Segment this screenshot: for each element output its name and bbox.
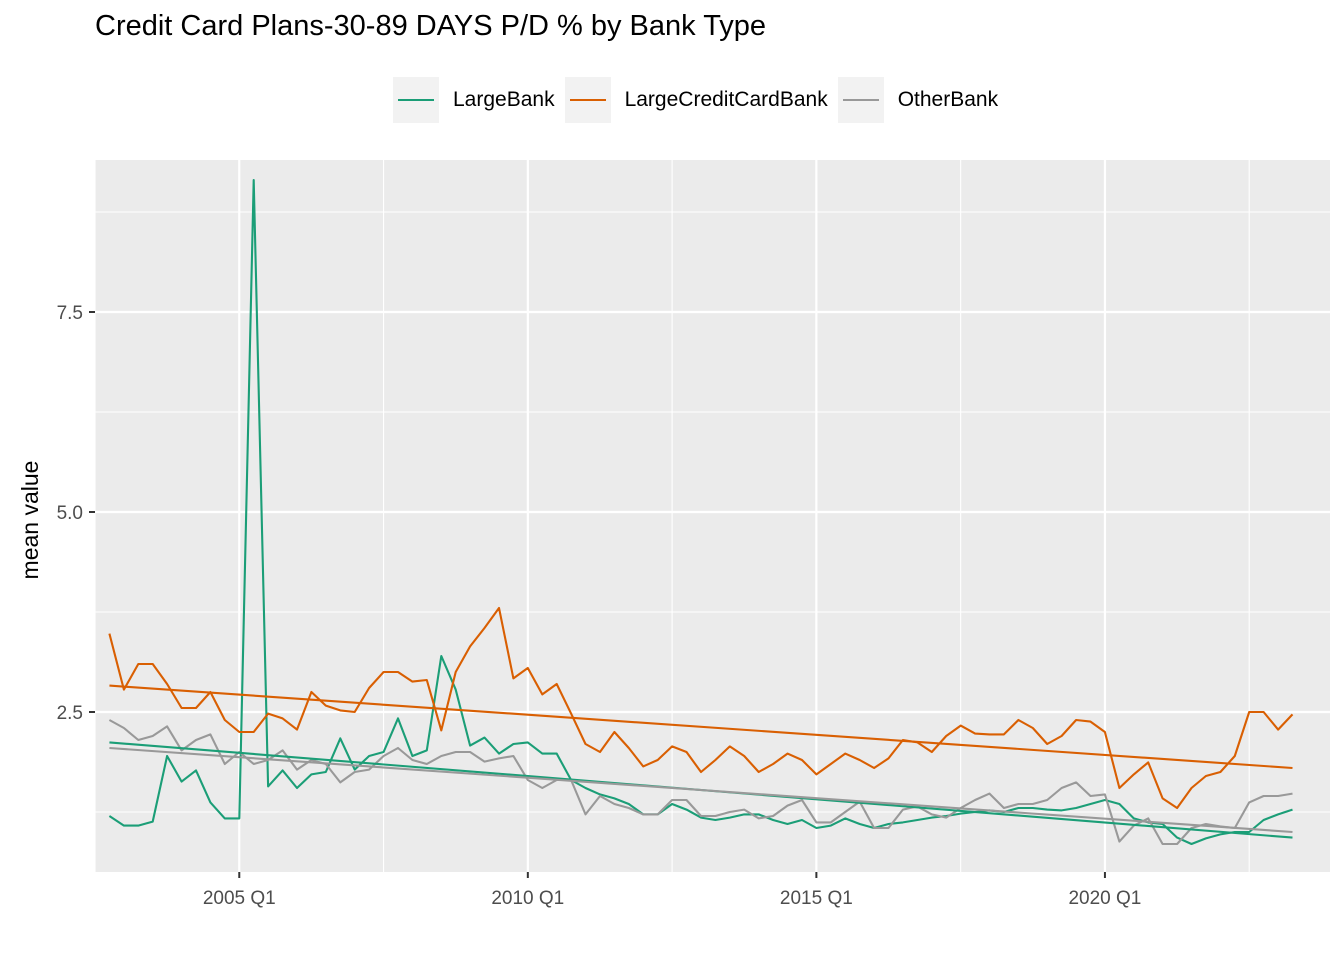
legend-label-largebank: LargeBank — [453, 88, 555, 111]
legend-key-largebank — [393, 77, 439, 123]
legend-label-largecreditcardbank: LargeCreditCardBank — [624, 88, 828, 111]
chart-title: Credit Card Plans-30-89 DAYS P/D % by Ba… — [95, 10, 767, 42]
x-tick-label: 2010 Q1 — [491, 888, 564, 909]
y-tick-label: 5.0 — [57, 503, 83, 524]
series-layer — [108, 178, 1294, 846]
y-tick-label: 7.5 — [57, 303, 83, 324]
x-tick-label: 2005 Q1 — [203, 888, 276, 909]
legend-key-largecreditcardbank — [564, 77, 611, 123]
legend-item-largebank: LargeBank — [393, 77, 555, 123]
series-line-otherbank — [108, 719, 1293, 846]
trend-line-largecreditcardbank — [109, 684, 1293, 770]
legend: LargeBank LargeCreditCardBank OtherBank — [393, 76, 1008, 124]
axis-layer: 2005 Q1 2010 Q1 2015 Q1 2020 Q1 2.5 5.0 7.5 — [57, 303, 1142, 909]
x-tick-label: 2020 Q1 — [1068, 888, 1141, 909]
legend-label-otherbank: OtherBank — [897, 88, 999, 111]
legend-item-otherbank: OtherBank — [837, 77, 999, 123]
trend-line-otherbank — [109, 746, 1293, 834]
trend-layer — [109, 684, 1293, 839]
series-line-largebank — [108, 178, 1293, 846]
series-line-largecreditcardbank — [108, 606, 1294, 810]
major-gridlines — [95, 160, 1330, 872]
panel-background — [95, 160, 1330, 872]
y-axis-title: mean value — [17, 461, 43, 580]
legend-item-largecreditcardbank: LargeCreditCardBank — [564, 77, 828, 123]
minor-gridlines — [94, 160, 1330, 872]
y-tick-label: 2.5 — [57, 703, 83, 724]
x-tick-label: 2015 Q1 — [780, 888, 853, 909]
legend-key-otherbank — [837, 77, 884, 123]
